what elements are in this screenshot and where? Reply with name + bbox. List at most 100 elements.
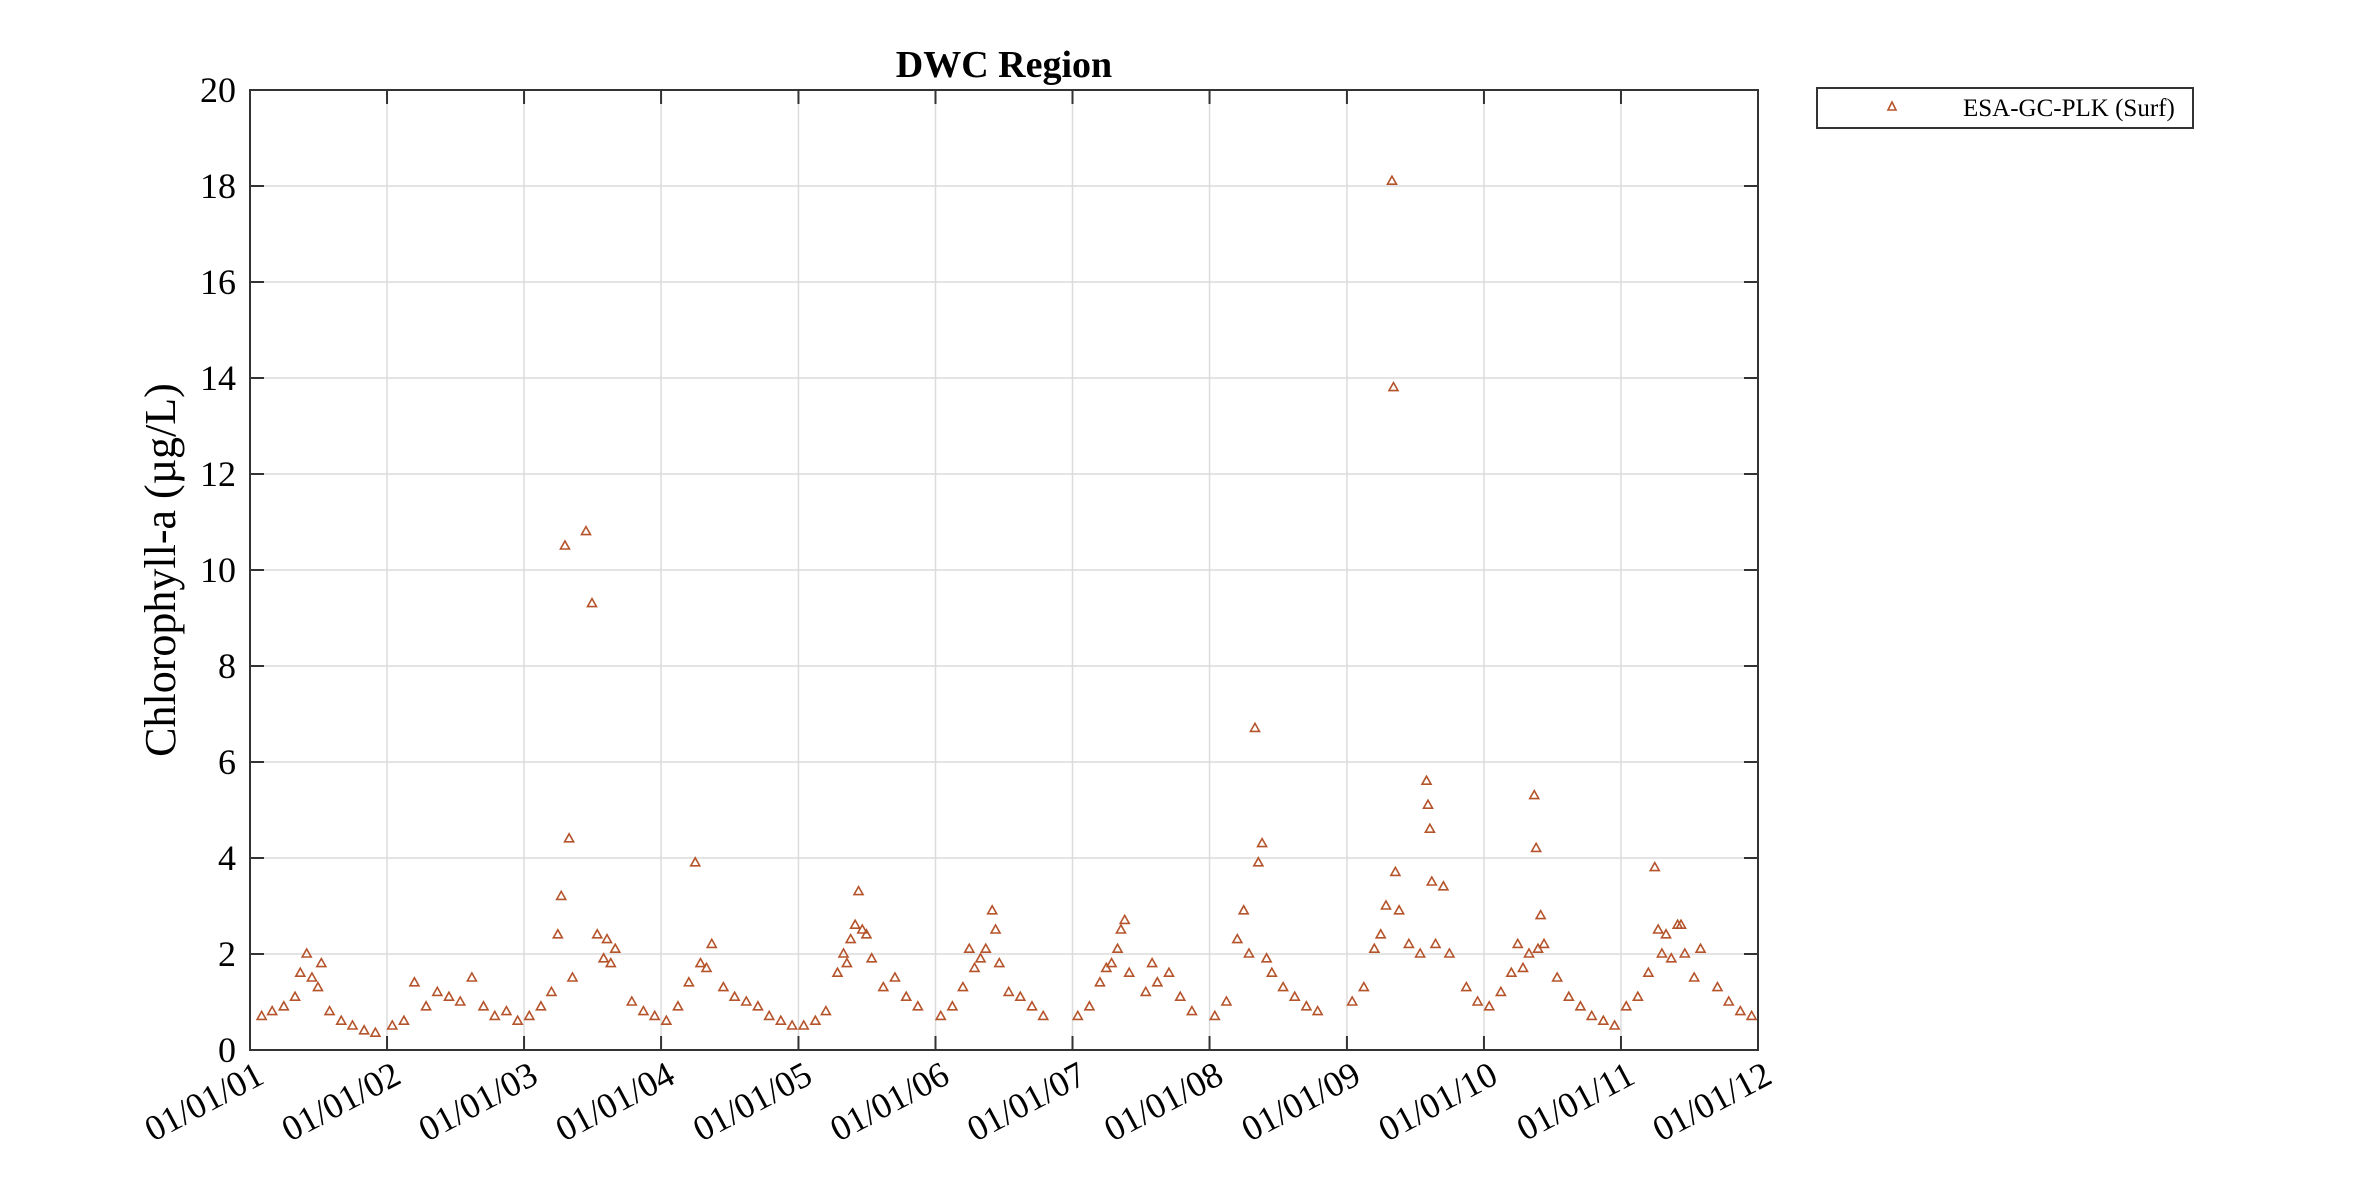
data-point [566, 971, 579, 982]
y-axis-label: Chlorophyll-a (µg/L) [136, 383, 185, 757]
data-point [1393, 904, 1405, 915]
data-point [1237, 904, 1250, 915]
data-point [597, 952, 610, 963]
data-point [545, 985, 558, 997]
data-point [957, 980, 969, 992]
data-point [844, 932, 857, 944]
y-tick-label: 14 [200, 358, 236, 398]
data-point [1620, 1000, 1633, 1011]
data-point [559, 539, 571, 550]
data-point [820, 1004, 832, 1016]
data-point [1300, 1000, 1313, 1011]
data-point [717, 980, 730, 992]
data-point [323, 1004, 336, 1016]
data-point [586, 596, 598, 608]
data-point [911, 1000, 924, 1011]
data-point [1420, 774, 1433, 786]
data-point [398, 1014, 410, 1025]
y-tick-label: 6 [218, 742, 236, 782]
data-point [1002, 985, 1015, 997]
data-point [1100, 961, 1113, 973]
legend-box [1816, 87, 2194, 129]
data-point [660, 1014, 673, 1025]
x-tick-label: 01/01/01 [138, 1054, 270, 1149]
legend-marker-icon [1886, 100, 1898, 111]
x-tick-label: 01/01/09 [1235, 1054, 1367, 1149]
data-point [500, 1004, 513, 1016]
data-point [1505, 966, 1518, 978]
data-point [535, 1000, 547, 1011]
data-point [1494, 985, 1507, 997]
data-point [837, 947, 850, 958]
data-point [1288, 990, 1301, 1002]
chart-title: DWC Region [896, 44, 1112, 86]
data-point [1562, 990, 1575, 1002]
data-point [1574, 1000, 1587, 1011]
data-point [1311, 1004, 1324, 1016]
data-point [1460, 980, 1473, 992]
data-point [1256, 836, 1268, 848]
data-point [1026, 1000, 1038, 1011]
data-point [386, 1019, 399, 1030]
data-point [1174, 990, 1187, 1002]
data-point [1597, 1014, 1610, 1025]
data-point [511, 1014, 524, 1025]
x-tick-label: 01/01/11 [1510, 1054, 1641, 1149]
data-point [797, 1019, 810, 1030]
data-point [1688, 971, 1701, 982]
data-point [465, 971, 478, 982]
data-point [946, 1000, 959, 1011]
data-point [1425, 875, 1438, 886]
data-point [1523, 947, 1535, 958]
data-point [786, 1019, 798, 1030]
data-point [1422, 798, 1434, 810]
data-point [312, 980, 324, 992]
data-point [860, 928, 873, 939]
data-point [625, 995, 638, 1006]
data-point [431, 985, 444, 997]
data-point [809, 1014, 822, 1025]
data-point [420, 1000, 432, 1011]
data-point [672, 1000, 684, 1011]
y-tick-label: 12 [200, 454, 236, 494]
grid [250, 90, 1758, 1050]
data-point [889, 971, 901, 982]
y-tick-label: 2 [218, 934, 236, 974]
data-point [1443, 947, 1456, 958]
data-point [689, 856, 702, 867]
data-point [900, 990, 913, 1002]
data-point [1163, 966, 1175, 978]
data-point [986, 904, 999, 915]
data-point [1346, 995, 1359, 1006]
data-point [1380, 899, 1392, 910]
data-point [1745, 1009, 1758, 1021]
data-point [856, 923, 869, 934]
data-point [1094, 976, 1106, 987]
data-point [1656, 947, 1668, 958]
data-point [1429, 937, 1442, 949]
data-point [1551, 971, 1564, 982]
y-tick-label: 4 [218, 838, 236, 878]
data-point [1123, 966, 1136, 978]
data-point [865, 952, 878, 963]
data-point [979, 942, 992, 954]
y-tick-label: 0 [218, 1030, 236, 1070]
data-point [1722, 995, 1735, 1006]
data-point [831, 966, 844, 978]
x-tick-label: 01/01/08 [1097, 1054, 1229, 1149]
data-point [877, 980, 890, 992]
data-point [934, 1009, 947, 1021]
data-point [477, 1000, 490, 1011]
data-point [454, 995, 467, 1006]
legend-entry: ESA-GC-PLK (Surf) [1963, 95, 2175, 122]
data-point [1652, 923, 1665, 934]
x-tick-label: 01/01/10 [1372, 1054, 1504, 1149]
data-point [1424, 822, 1436, 834]
x-tick-label: 01/01/06 [823, 1054, 955, 1149]
data-point [1151, 976, 1164, 987]
data-point [266, 1004, 279, 1016]
data-point [601, 932, 613, 944]
data-point [1146, 956, 1158, 968]
data-point [1642, 966, 1655, 978]
